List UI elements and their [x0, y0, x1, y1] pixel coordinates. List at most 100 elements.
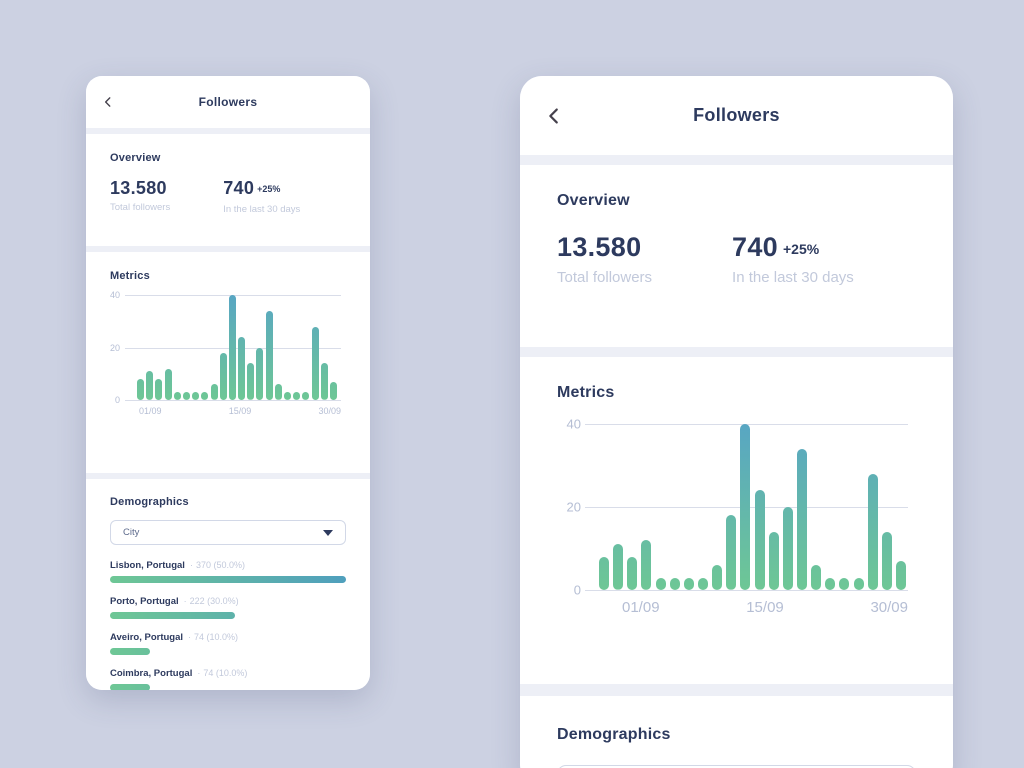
- demographics-list: Lisbon, Portugal · 370 (50.0%) Porto, Po…: [110, 560, 346, 690]
- metrics-heading: Metrics: [110, 270, 150, 282]
- y-tick-20: 20: [109, 342, 120, 353]
- back-button[interactable]: [98, 92, 118, 112]
- separator: ·: [189, 560, 193, 570]
- page-title: Followers: [198, 95, 258, 109]
- metric-bar: [201, 392, 209, 400]
- plot-area: [125, 295, 341, 401]
- x-tick-3009: 30/09: [318, 406, 341, 416]
- gridline: [125, 400, 341, 401]
- y-tick-20: 20: [566, 499, 581, 515]
- metric-bar: [274, 384, 282, 400]
- metric-bar: [726, 515, 737, 590]
- metric-bar: [811, 565, 822, 590]
- plot-area: [585, 424, 908, 591]
- overview-heading: Overview: [557, 192, 630, 209]
- metric-bar: [782, 507, 793, 590]
- separator: ·: [183, 596, 187, 606]
- recent-followers-label: In the last 30 days: [223, 204, 301, 215]
- metrics-card: Metrics 40 20 0 01/09 15/09 30/09: [520, 357, 953, 684]
- overview-stats: 13.580 Total followers 740 +25% In the la…: [110, 179, 346, 215]
- city-value: 74 (10.0%): [194, 632, 239, 642]
- total-followers-value: 13.580: [557, 232, 642, 262]
- metric-bar: [740, 424, 751, 590]
- metric-bar: [881, 531, 892, 590]
- metric-bar: [825, 577, 836, 590]
- y-tick-40: 40: [566, 416, 581, 432]
- metric-bar: [192, 392, 200, 400]
- x-tick-0109: 01/09: [622, 599, 660, 616]
- progress-track: [110, 684, 346, 690]
- metric-bar: [697, 577, 708, 590]
- back-button[interactable]: [540, 102, 568, 130]
- progress-bar: [110, 684, 151, 690]
- metric-bar: [768, 531, 779, 590]
- metric-bar: [839, 577, 850, 590]
- total-followers-value: 13.580: [110, 178, 167, 198]
- metric-bar: [247, 363, 255, 400]
- metric-bar: [613, 544, 624, 590]
- metric-bar: [293, 392, 301, 400]
- total-followers-label: Total followers: [110, 202, 171, 213]
- list-item: Porto, Portugal · 222 (30.0%): [110, 596, 346, 619]
- metric-bar: [599, 556, 609, 590]
- x-axis: 01/09 15/09 30/09: [622, 599, 908, 616]
- progress-track: [110, 576, 346, 583]
- metric-bar: [796, 448, 807, 590]
- metric-bar: [712, 565, 723, 590]
- recent-followers-stat: 740 +25% In the last 30 days: [223, 179, 300, 215]
- total-followers-label: Total followers: [557, 269, 653, 286]
- overview-card: Overview 13.580 Total followers 740 +25% …: [520, 165, 953, 347]
- x-tick-1509: 15/09: [228, 406, 252, 416]
- metric-bar: [311, 326, 319, 400]
- demographics-heading: Demographics: [557, 726, 671, 743]
- y-tick-0: 0: [573, 582, 581, 598]
- metric-bar: [895, 560, 906, 590]
- recent-followers-value: 740: [223, 178, 255, 198]
- progress-track: [110, 648, 346, 655]
- followers-bar-chart: 40 20 0: [557, 417, 908, 598]
- y-axis: 40 20 0: [100, 290, 120, 405]
- metric-bar: [754, 490, 765, 590]
- metric-bar: [627, 556, 638, 590]
- followers-bar-chart: 40 20 0: [100, 290, 341, 405]
- metrics-card: Metrics 40 20 0 01/09 15/09 30/09: [86, 252, 370, 473]
- app-header: Followers: [86, 76, 370, 128]
- page-title: Followers: [693, 105, 780, 125]
- metric-bar: [284, 392, 291, 400]
- metric-bar: [669, 577, 680, 590]
- separator: ·: [197, 668, 201, 678]
- progress-bar: [110, 648, 151, 655]
- metric-bar: [655, 577, 666, 590]
- progress-bar: [110, 576, 346, 583]
- metric-bar: [329, 381, 337, 400]
- city-dropdown[interactable]: City: [110, 520, 346, 545]
- overview-card: Overview 13.580 Total followers 740 +25% …: [86, 134, 370, 246]
- metric-bar: [265, 310, 273, 400]
- metric-bar: [853, 577, 864, 590]
- x-tick-0109: 01/09: [139, 406, 162, 416]
- total-followers-stat: 13.580 Total followers: [557, 232, 653, 287]
- separator: ·: [188, 632, 192, 642]
- x-tick-3009: 30/09: [870, 599, 908, 616]
- y-axis: 40 20 0: [557, 417, 581, 598]
- city-value: 370 (50.0%): [195, 560, 245, 570]
- chevron-left-icon: [543, 105, 565, 127]
- metric-bar: [146, 371, 154, 400]
- bar-series: [585, 424, 908, 590]
- app-header: Followers: [520, 76, 953, 155]
- phone-mockup-large: Followers Overview 13.580 Total follower…: [520, 76, 953, 768]
- gridline: [585, 590, 908, 591]
- metric-bar: [228, 295, 236, 400]
- x-tick-1509: 15/09: [746, 599, 784, 616]
- chevron-left-icon: [101, 95, 115, 109]
- metric-bar: [238, 337, 246, 400]
- bar-series: [125, 295, 341, 400]
- overview-stats: 13.580 Total followers 740 +25% In the la…: [557, 232, 916, 287]
- recent-followers-delta: +25%: [257, 184, 281, 194]
- recent-followers-label: In the last 30 days: [732, 269, 854, 286]
- metric-bar: [302, 392, 310, 400]
- metric-bar: [164, 368, 172, 400]
- list-item: Coimbra, Portugal · 74 (10.0%): [110, 668, 346, 690]
- city-name: Lisbon, Portugal: [110, 560, 185, 571]
